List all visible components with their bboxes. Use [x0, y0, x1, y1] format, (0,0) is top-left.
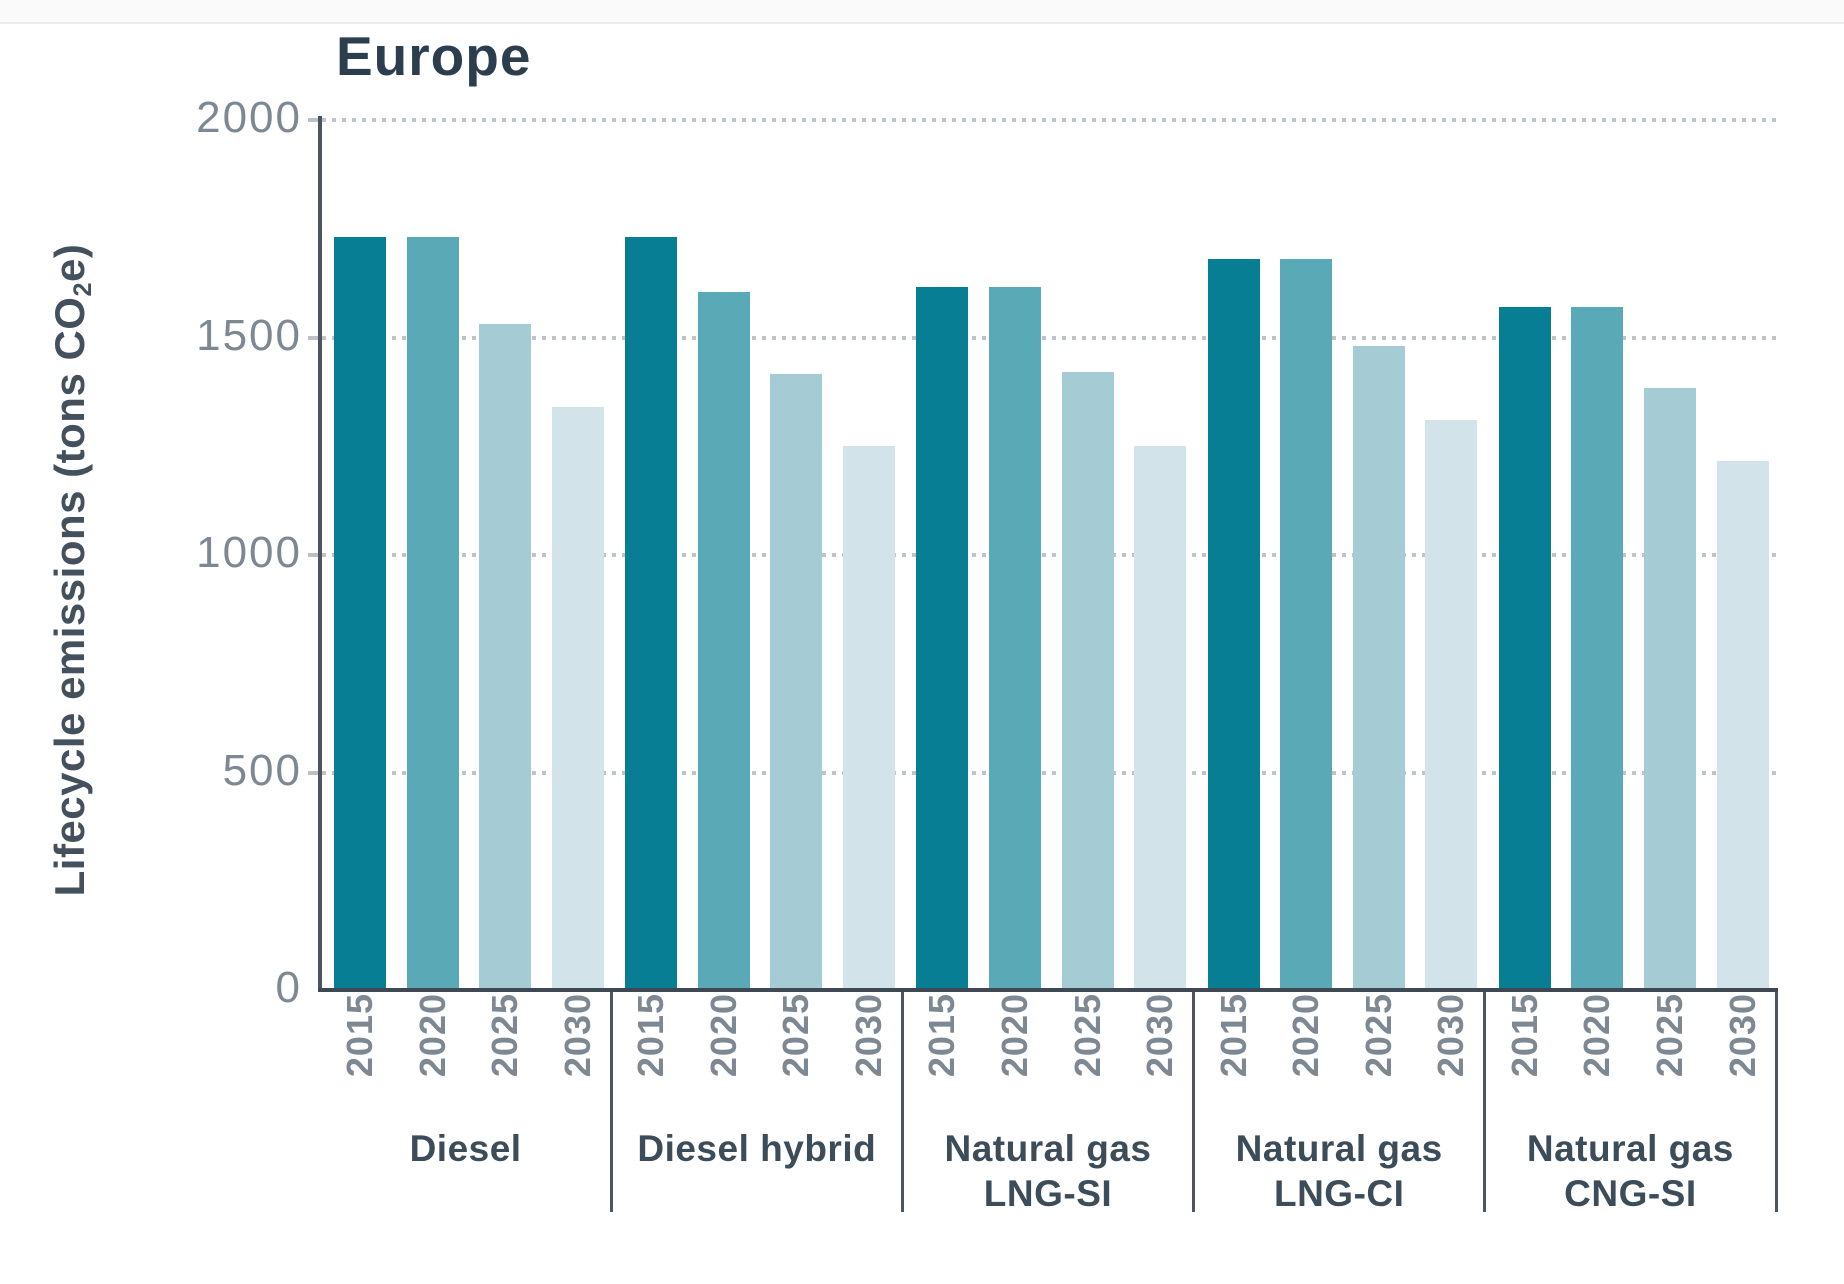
- year-label-diesel-hybrid-2025: 2025: [775, 993, 817, 1078]
- year-label-natural-gas-lng-si-2025: 2025: [1066, 993, 1108, 1078]
- year-label-diesel-2020: 2020: [411, 993, 453, 1078]
- bar-natural-gas-lng-si-2025: [1061, 372, 1114, 990]
- bar-natural-gas-lng-ci-2025: [1352, 346, 1405, 990]
- bar-diesel-2025: [479, 324, 532, 990]
- bar-natural-gas-lng-ci-2015: [1207, 259, 1260, 990]
- group-label-line: Natural gas: [944, 1128, 1152, 1169]
- group-divider-1: [609, 990, 613, 1212]
- y-axis-title-subscript: 2: [69, 282, 98, 297]
- year-label-natural-gas-cng-si-2030: 2030: [1721, 993, 1763, 1078]
- y-tick-label-500: 500: [222, 745, 302, 795]
- group-label-natural-gas-lng-si: Natural gas LNG-SI: [902, 1126, 1193, 1216]
- bar-natural-gas-lng-si-2030: [1134, 446, 1187, 990]
- y-tick-label-1500: 1500: [196, 310, 302, 360]
- year-label-natural-gas-lng-ci-2020: 2020: [1285, 993, 1327, 1078]
- group-divider-5: [1774, 990, 1778, 1212]
- y-tick-label-1000: 1000: [196, 528, 302, 577]
- group-label-diesel: Diesel: [320, 1126, 611, 1171]
- y-axis-tick-500: [308, 770, 320, 775]
- group-label-natural-gas-cng-si: Natural gas CNG-SI: [1485, 1126, 1776, 1216]
- year-label-natural-gas-lng-ci-2015: 2015: [1212, 993, 1254, 1078]
- group-divider-2: [900, 990, 904, 1212]
- chart-title: Europe: [336, 25, 532, 87]
- gridline-2000: [322, 118, 1776, 122]
- year-label-natural-gas-lng-si-2015: 2015: [921, 993, 963, 1078]
- y-axis-title: Lifecycle emissions (tons CO2e): [46, 110, 98, 1030]
- gridline-1000: [322, 553, 1776, 557]
- year-label-natural-gas-cng-si-2020: 2020: [1576, 993, 1618, 1078]
- group-label-natural-gas-lng-ci: Natural gas LNG-CI: [1194, 1126, 1485, 1216]
- year-label-natural-gas-cng-si-2025: 2025: [1649, 993, 1690, 1078]
- group-label-line: Natural gas: [1235, 1128, 1443, 1169]
- y-tick-label-2000: 2000: [196, 93, 302, 142]
- bar-natural-gas-cng-si-2025: [1644, 387, 1696, 990]
- year-label-natural-gas-lng-ci-2030: 2030: [1430, 993, 1472, 1078]
- y-axis-tick-1500: [308, 335, 320, 340]
- y-tick-label-0: 0: [275, 963, 302, 1012]
- group-label-line: CNG-SI: [1564, 1173, 1697, 1214]
- group-label-line: Natural gas: [1526, 1128, 1734, 1169]
- year-label-natural-gas-lng-si-2030: 2030: [1139, 993, 1181, 1078]
- bar-natural-gas-lng-si-2015: [916, 287, 969, 990]
- year-label-diesel-2025: 2025: [484, 993, 526, 1078]
- page-top-strip: [0, 0, 1844, 24]
- bar-diesel-hybrid-2030: [843, 446, 895, 990]
- year-label-natural-gas-lng-si-2020: 2020: [994, 993, 1035, 1078]
- bar-natural-gas-lng-ci-2020: [1280, 259, 1333, 990]
- y-axis-line: [318, 116, 322, 992]
- bar-natural-gas-cng-si-2020: [1571, 307, 1624, 990]
- bar-natural-gas-cng-si-2015: [1498, 307, 1551, 990]
- group-divider-4: [1483, 990, 1487, 1212]
- y-axis-title-unit: e): [46, 243, 93, 282]
- year-label-diesel-hybrid-2015: 2015: [630, 993, 672, 1078]
- bar-diesel-2015: [334, 237, 386, 990]
- year-label-diesel-hybrid-2030: 2030: [848, 993, 889, 1078]
- bar-natural-gas-lng-ci-2030: [1425, 420, 1478, 990]
- bar-natural-gas-lng-si-2020: [989, 287, 1041, 990]
- group-label-line: LNG-SI: [983, 1173, 1113, 1214]
- y-axis-tick-1000: [308, 553, 320, 557]
- year-label-natural-gas-lng-ci-2025: 2025: [1357, 993, 1399, 1078]
- year-label-natural-gas-cng-si-2015: 2015: [1503, 993, 1545, 1078]
- group-label-line: LNG-CI: [1273, 1173, 1405, 1214]
- group-label-line: Diesel hybrid: [637, 1128, 877, 1169]
- year-label-diesel-hybrid-2020: 2020: [702, 993, 744, 1078]
- bar-diesel-hybrid-2015: [625, 237, 678, 990]
- bar-diesel-2020: [406, 237, 459, 990]
- bar-diesel-hybrid-2025: [770, 374, 823, 990]
- bar-diesel-hybrid-2020: [697, 291, 750, 990]
- y-axis-tick-2000: [308, 118, 320, 122]
- gridline-1500: [322, 335, 1776, 340]
- x-axis-baseline: [318, 988, 1778, 992]
- bar-natural-gas-cng-si-2030: [1716, 461, 1769, 990]
- group-divider-3: [1192, 990, 1196, 1212]
- group-label-diesel-hybrid: Diesel hybrid: [611, 1126, 902, 1171]
- y-axis-title-text: Lifecycle emissions (tons CO: [46, 296, 93, 897]
- bar-diesel-2030: [551, 407, 604, 990]
- group-label-line: Diesel: [409, 1128, 522, 1169]
- year-label-diesel-2030: 2030: [556, 993, 598, 1078]
- gridline-500: [322, 770, 1776, 775]
- year-label-diesel-2015: 2015: [339, 993, 380, 1078]
